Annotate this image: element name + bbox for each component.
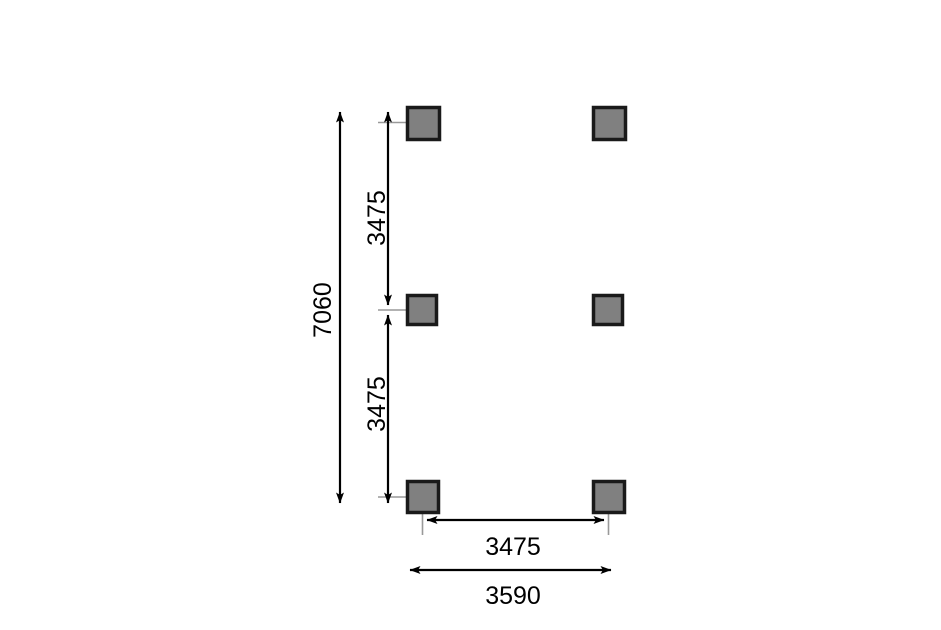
dimension-overall-depth: 7060 (309, 111, 344, 504)
post-middle-right (591, 293, 625, 327)
post-bottom-left (405, 479, 441, 515)
extension-lines (378, 121, 610, 535)
dimension-label-overall-width: 3590 (485, 582, 541, 610)
dimension-label-bay-upper: 3475 (363, 190, 391, 246)
post-top-right (591, 105, 628, 142)
post-top-left (405, 105, 442, 142)
post-middle-left (405, 293, 439, 327)
dimension-bay-upper: 3475 (363, 111, 392, 306)
dimension-post-spacing-width: 3475 (426, 516, 605, 561)
dimension-label-post-spacing-width: 3475 (485, 533, 541, 561)
post-bottom-right (591, 479, 627, 515)
dimension-bay-lower: 3475 (363, 314, 392, 504)
dimension-label-overall-depth: 7060 (309, 282, 337, 338)
post-group (405, 105, 628, 515)
dimension-label-bay-lower: 3475 (363, 376, 391, 432)
dimension-overall-width: 3590 (409, 566, 612, 610)
